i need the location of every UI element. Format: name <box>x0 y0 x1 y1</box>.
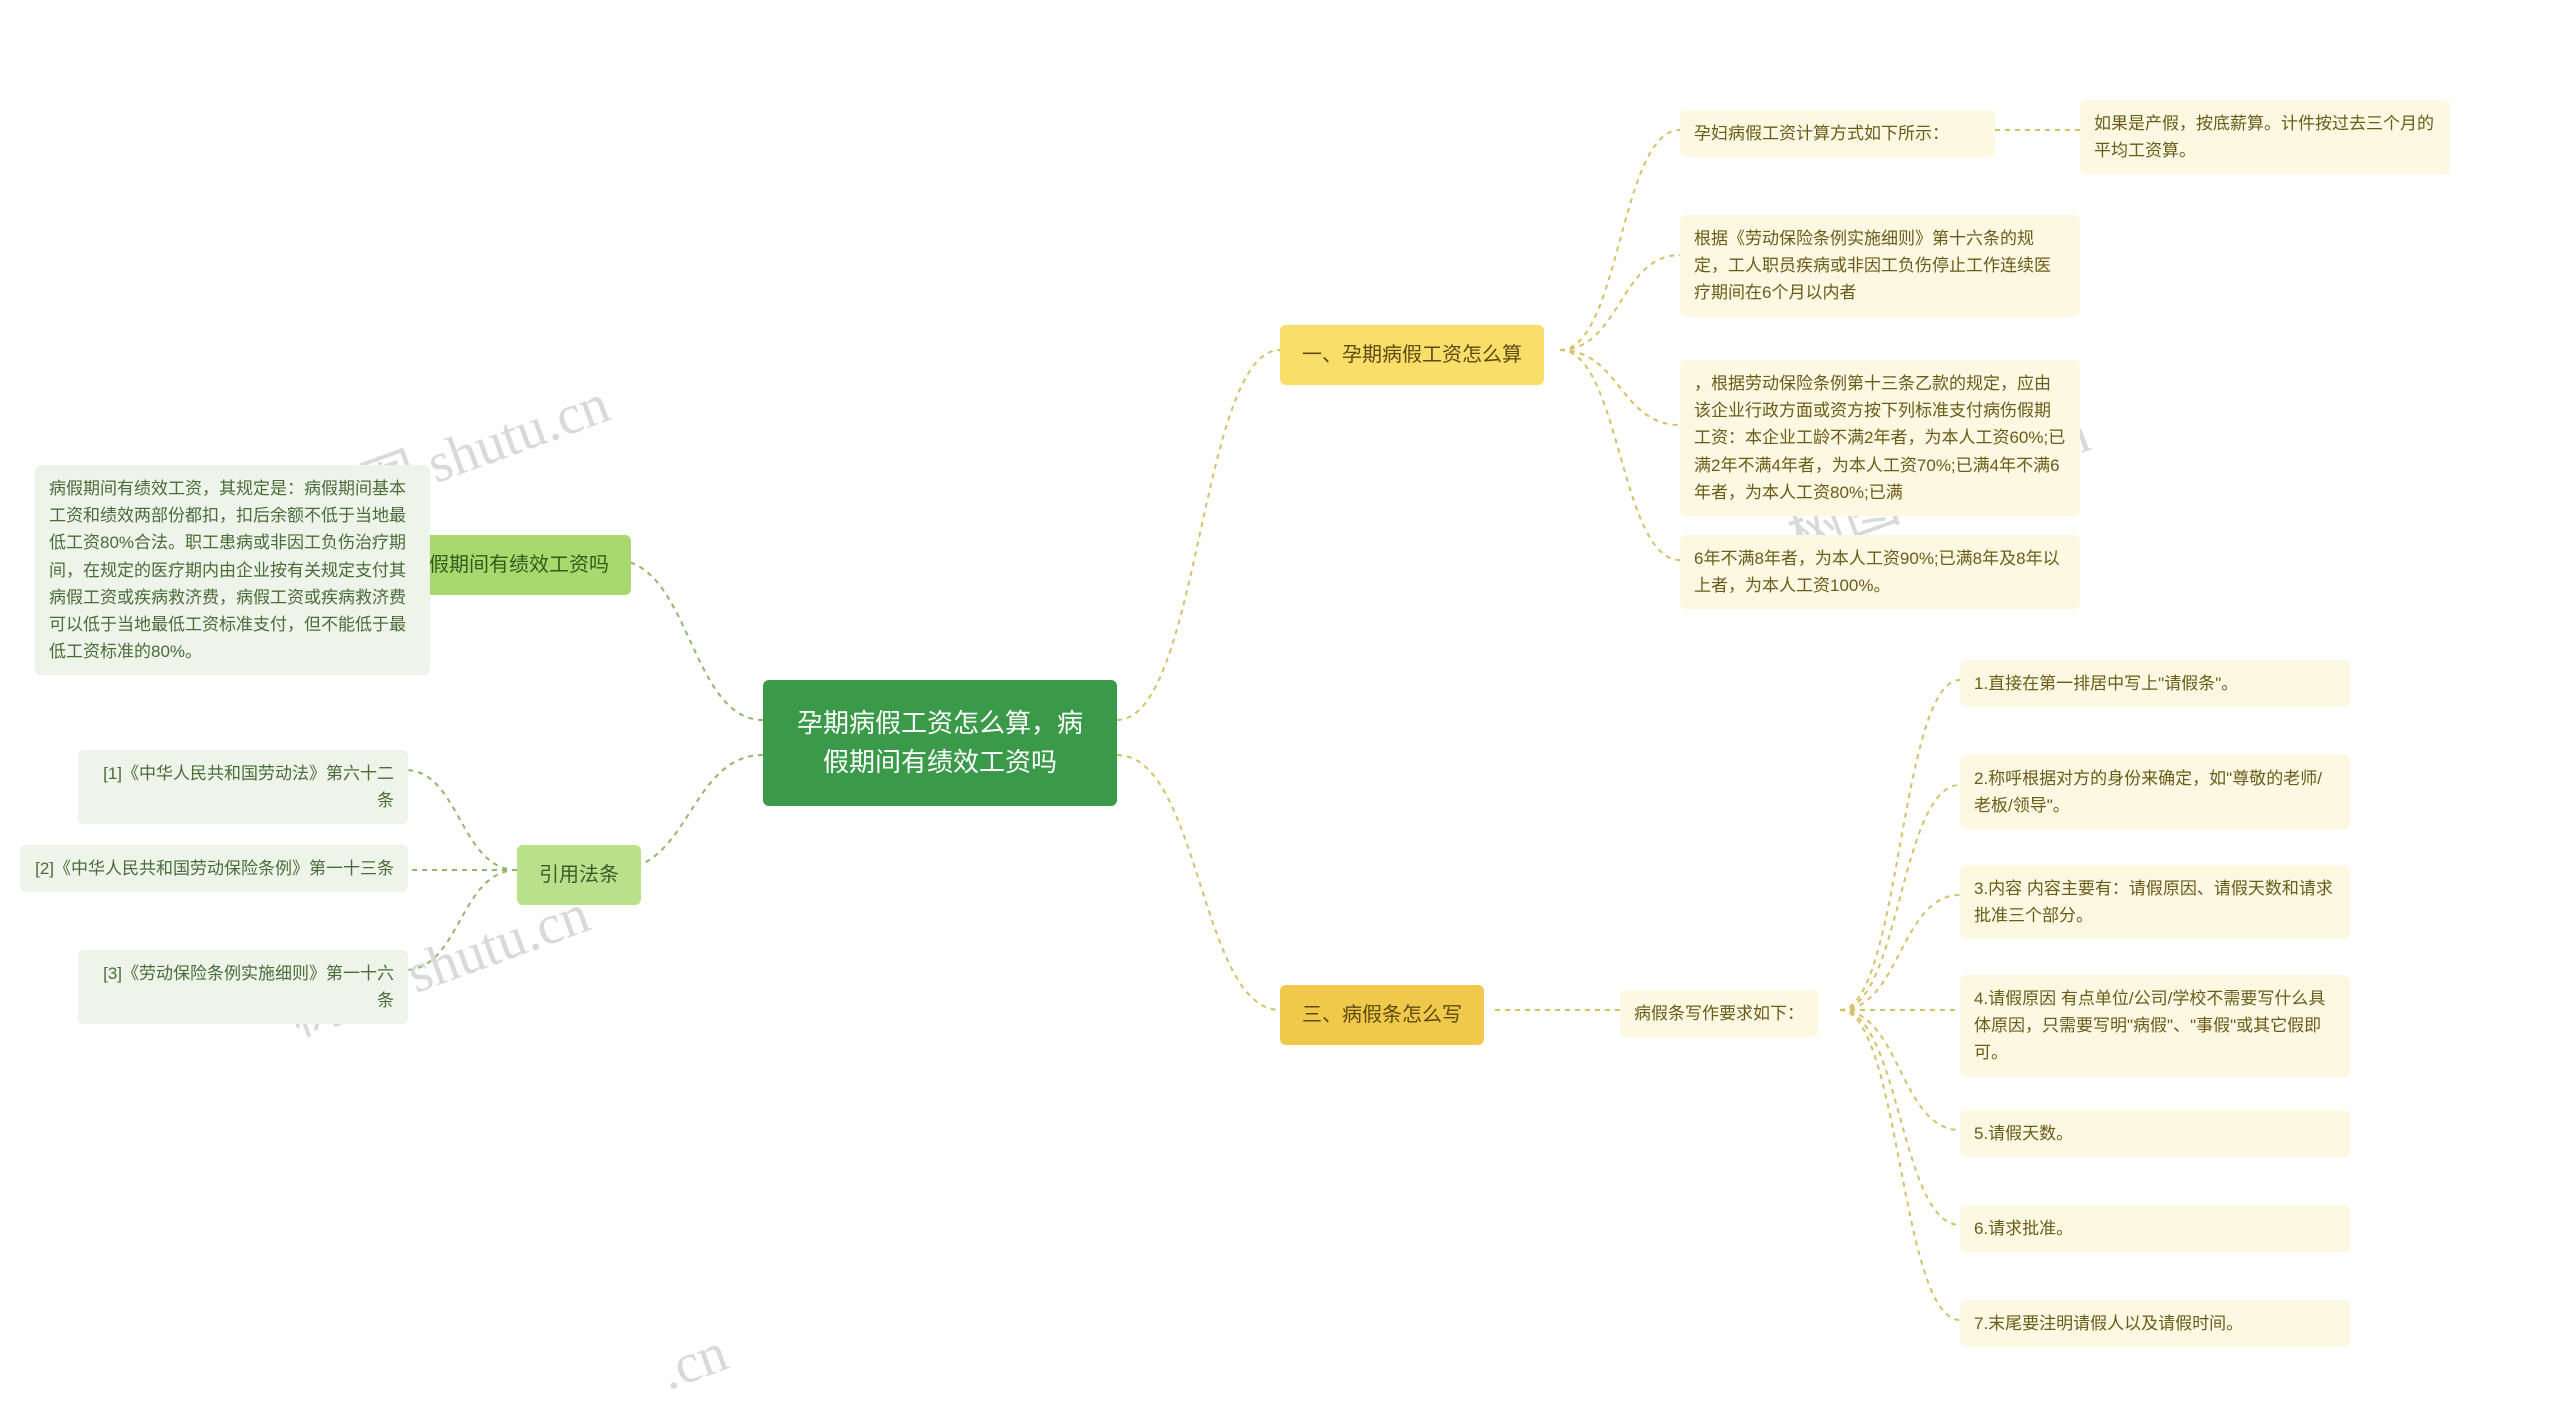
s3-c2[interactable]: 3.内容 内容主要有：请假原因、请假天数和请求批准三个部分。 <box>1960 865 2350 939</box>
s1-c0-sub[interactable]: 如果是产假，按底薪算。计件按过去三个月的平均工资算。 <box>2080 100 2450 174</box>
watermark: .cn <box>651 1320 736 1403</box>
s3-c5[interactable]: 6.请求批准。 <box>1960 1205 2350 1252</box>
s3-c3[interactable]: 4.请假原因 有点单位/公司/学校不需要写什么具体原因，只需要写明"病假"、"事… <box>1960 975 2350 1077</box>
branch-1[interactable]: 一、孕期病假工资怎么算 <box>1280 325 1544 385</box>
s3-c0[interactable]: 1.直接在第一排居中写上"请假条"。 <box>1960 660 2350 707</box>
s1-c1-text: 根据《劳动保险条例实施细则》第十六条的规定，工人职员疾病或非因工负伤停止工作连续… <box>1694 229 2051 302</box>
branch-3[interactable]: 三、病假条怎么写 <box>1280 985 1484 1045</box>
s4-c1-text: [2]《中华人民共和国劳动保险条例》第一十三条 <box>35 859 394 878</box>
s1-c0-text: 孕妇病假工资计算方式如下所示： <box>1694 124 1949 143</box>
s4-c2[interactable]: [3]《劳动保险条例实施细则》第一十六条 <box>78 950 408 1024</box>
s3-intro[interactable]: 病假条写作要求如下： <box>1620 990 1818 1037</box>
s3-c6[interactable]: 7.末尾要注明请假人以及请假时间。 <box>1960 1300 2350 1347</box>
s3-intro-text: 病假条写作要求如下： <box>1634 1004 1804 1023</box>
s1-c2[interactable]: ，根据劳动保险条例第十三条乙款的规定，应由该企业行政方面或资方按下列标准支付病伤… <box>1680 360 2080 516</box>
s3-c1-text: 2.称呼根据对方的身份来确定，如"尊敬的老师/老板/领导"。 <box>1974 769 2322 815</box>
root-text: 孕期病假工资怎么算，病 假期间有绩效工资吗 <box>797 708 1083 777</box>
s3-c0-text: 1.直接在第一排居中写上"请假条"。 <box>1974 674 2238 693</box>
s3-c3-text: 4.请假原因 有点单位/公司/学校不需要写什么具体原因，只需要写明"病假"、"事… <box>1974 989 2325 1062</box>
s2-c0[interactable]: 病假期间有绩效工资，其规定是：病假期间基本工资和绩效两部份都扣，扣后余额不低于当… <box>35 465 430 675</box>
s4-c0[interactable]: [1]《中华人民共和国劳动法》第六十二条 <box>78 750 408 824</box>
s3-c4[interactable]: 5.请假天数。 <box>1960 1110 2350 1157</box>
branch-4[interactable]: 引用法条 <box>517 845 641 905</box>
s3-c2-text: 3.内容 内容主要有：请假原因、请假天数和请求批准三个部分。 <box>1974 879 2333 925</box>
branch-4-title: 引用法条 <box>539 864 619 886</box>
branch-3-title: 三、病假条怎么写 <box>1302 1004 1462 1026</box>
branch-1-title: 一、孕期病假工资怎么算 <box>1302 344 1522 366</box>
s1-c1[interactable]: 根据《劳动保险条例实施细则》第十六条的规定，工人职员疾病或非因工负伤停止工作连续… <box>1680 215 2080 317</box>
s4-c1[interactable]: [2]《中华人民共和国劳动保险条例》第一十三条 <box>20 845 408 892</box>
s1-c0-sub-text: 如果是产假，按底薪算。计件按过去三个月的平均工资算。 <box>2094 114 2434 160</box>
s1-c0[interactable]: 孕妇病假工资计算方式如下所示： <box>1680 110 1995 157</box>
s1-c3[interactable]: 6年不满8年者，为本人工资90%;已满8年及8年以上者，为本人工资100%。 <box>1680 535 2080 609</box>
s3-c4-text: 5.请假天数。 <box>1974 1124 2073 1143</box>
s2-c0-text: 病假期间有绩效工资，其规定是：病假期间基本工资和绩效两部份都扣，扣后余额不低于当… <box>49 479 406 661</box>
root-node[interactable]: 孕期病假工资怎么算，病 假期间有绩效工资吗 <box>763 680 1117 806</box>
s1-c3-text: 6年不满8年者，为本人工资90%;已满8年及8年以上者，为本人工资100%。 <box>1694 549 2060 595</box>
s1-c2-text: ，根据劳动保险条例第十三条乙款的规定，应由该企业行政方面或资方按下列标准支付病伤… <box>1694 374 2065 502</box>
s3-c1[interactable]: 2.称呼根据对方的身份来确定，如"尊敬的老师/老板/领导"。 <box>1960 755 2350 829</box>
s4-c0-text: [1]《中华人民共和国劳动法》第六十二条 <box>103 764 394 810</box>
s3-c6-text: 7.末尾要注明请假人以及请假时间。 <box>1974 1314 2243 1333</box>
s3-c5-text: 6.请求批准。 <box>1974 1219 2073 1238</box>
s4-c2-text: [3]《劳动保险条例实施细则》第一十六条 <box>103 964 394 1010</box>
